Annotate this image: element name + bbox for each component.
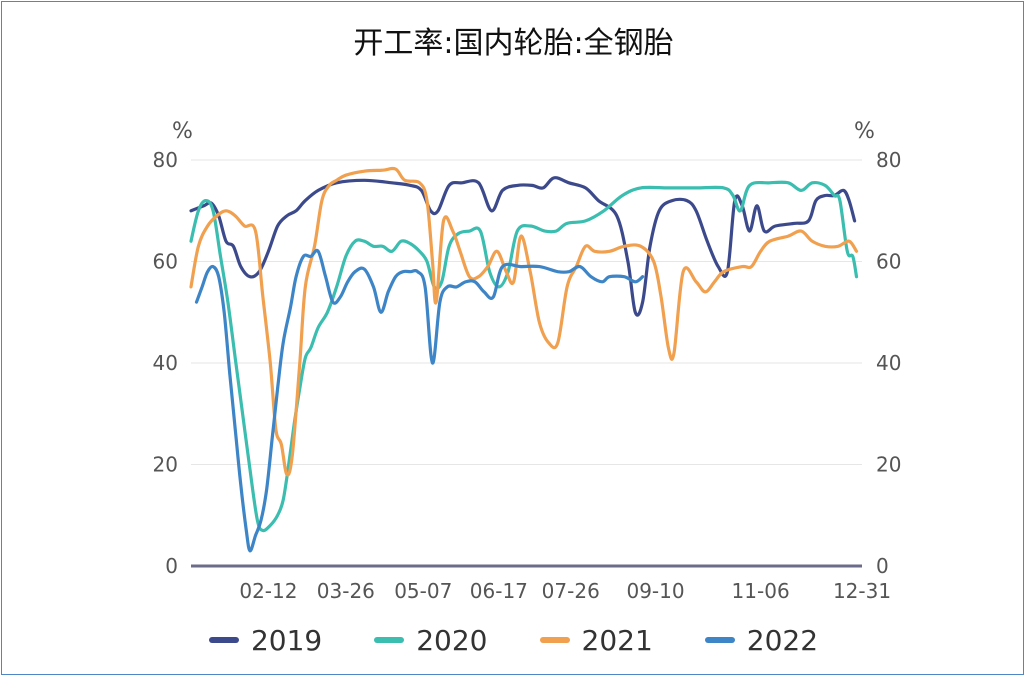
legend-label: 2019	[250, 623, 323, 657]
y-tick-right: 80	[876, 148, 901, 172]
x-tick-label: 03-26	[317, 579, 375, 603]
legend-item-2022: 2022	[704, 623, 819, 657]
y-tick-left: 60	[153, 250, 178, 274]
y-tick-left: 20	[153, 453, 178, 477]
legend-swatch	[539, 637, 570, 643]
y-tick-left: 40	[153, 351, 178, 375]
y-tick-right: 0	[876, 554, 889, 578]
x-tick-label: 11-06	[732, 579, 790, 603]
legend-swatch	[208, 637, 239, 643]
chart-title: 开工率:国内轮胎:全钢胎	[353, 26, 674, 61]
series-line-2020	[189, 180, 859, 533]
legend-item-2021: 2021	[539, 623, 653, 657]
x-tick-label: 09-10	[626, 579, 684, 603]
legend-swatch	[374, 637, 405, 643]
series-line-2019	[189, 176, 857, 317]
x-tick-label: 07-26	[542, 579, 600, 603]
legend-swatch	[704, 637, 735, 643]
series-line-2022	[194, 248, 645, 553]
y-tick-right: 40	[876, 351, 901, 375]
y-tick-right: 20	[876, 453, 901, 477]
legend-label: 2020	[416, 623, 488, 657]
axes: 0 0 20 20 40 40 60 60 80 80% % 02-12 03-26 05-07 06-17…	[153, 119, 902, 603]
y-unit-left: %	[172, 119, 193, 144]
x-tick-label: 12-31	[833, 579, 891, 603]
legend-item-2020: 2020	[374, 623, 488, 657]
legend-label: 2022	[746, 623, 819, 657]
y-tick-right: 60	[876, 250, 901, 274]
x-tick-label: 05-07	[394, 579, 452, 603]
y-tick-left: 0	[165, 554, 178, 578]
x-tick-label: 02-12	[239, 579, 297, 603]
series-lines	[189, 166, 859, 553]
legend: 2019 2020 2021 2022	[0, 618, 1027, 662]
x-tick-label: 06-17	[470, 579, 528, 603]
series-line-2021	[189, 166, 859, 477]
y-unit-right: %	[854, 119, 875, 144]
legend-label: 2021	[581, 623, 653, 657]
y-tick-left: 80	[153, 148, 178, 172]
legend-item-2019: 2019	[208, 623, 323, 657]
gridlines	[191, 159, 862, 465]
